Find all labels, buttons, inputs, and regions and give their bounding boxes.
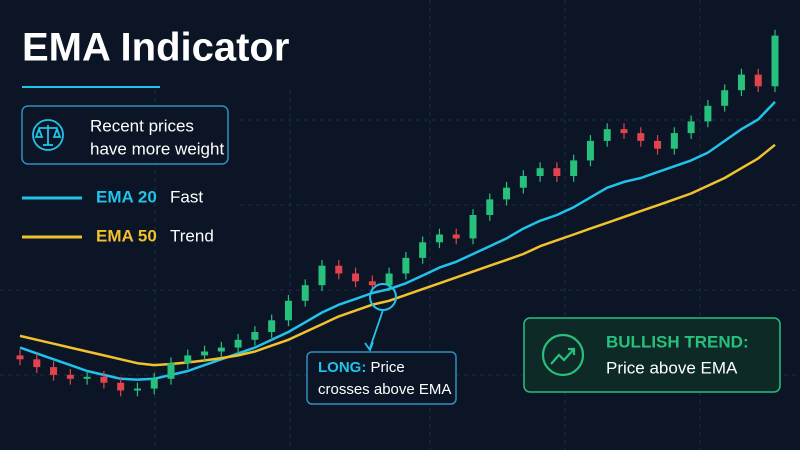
ema-line: [19, 101, 776, 381]
candle-body: [469, 215, 477, 239]
legend-label: Fast: [170, 187, 203, 206]
candle-body: [117, 382, 125, 391]
candle-body: [419, 242, 427, 258]
candle-body: [754, 74, 762, 87]
plot: [16, 29, 779, 397]
candle-body: [654, 140, 662, 149]
callout-text: have more weight: [90, 139, 224, 158]
candle-body: [435, 234, 443, 243]
legend-name: EMA 20: [96, 187, 157, 206]
candle-body: [50, 367, 58, 375]
callout-text: Recent prices: [90, 116, 194, 135]
candle-body: [737, 74, 745, 91]
candle-body: [184, 355, 192, 364]
candle-body: [771, 35, 779, 87]
chart-title: EMA Indicator: [22, 26, 289, 70]
candle-body: [201, 351, 209, 356]
annotation-arrowhead: [364, 341, 374, 352]
annotation-line: Price: [371, 359, 405, 376]
callout-box: [21, 105, 229, 165]
candle-body: [83, 376, 91, 379]
annotation-text: LONG: Price: [318, 359, 405, 376]
candle-body: [301, 285, 309, 301]
annotation-box: [306, 351, 457, 405]
candle-body: [284, 300, 292, 321]
candle-body: [335, 265, 343, 274]
trend-text: Price above EMA: [606, 358, 738, 377]
candle-body: [150, 378, 158, 389]
candle-body: [620, 129, 628, 134]
candle-body: [385, 273, 393, 286]
candle-body: [268, 320, 276, 332]
candle-body: [100, 376, 108, 383]
candle-body: [503, 187, 511, 200]
trend-head: BULLISH TREND:: [606, 332, 749, 351]
annotation-line: crosses above EMA: [318, 381, 451, 398]
trend-icon: [541, 333, 585, 377]
candle-body: [167, 363, 175, 379]
crossover-marker: [369, 283, 397, 311]
annotation-head: LONG:: [318, 359, 366, 376]
candle-body: [368, 281, 376, 286]
candle-body: [704, 105, 712, 122]
candle-body: [217, 347, 225, 352]
candle-body: [570, 160, 578, 176]
candle-body: [318, 265, 326, 286]
candle-body: [536, 168, 544, 176]
candle-body: [33, 359, 41, 368]
candle-body: [16, 355, 24, 360]
candle-body: [687, 121, 695, 134]
candle-body: [721, 90, 729, 106]
candle-body: [519, 176, 527, 188]
legend: EMA 20 Fast EMA 50 Trend: [22, 187, 214, 245]
candle-body: [66, 374, 74, 379]
scale-icon: [32, 119, 64, 151]
candle-body: [133, 388, 141, 391]
candle-body: [553, 168, 561, 176]
annotation-arrow: [369, 309, 384, 349]
legend-label: Trend: [170, 226, 214, 245]
candle-body: [486, 199, 494, 215]
candle-body: [586, 140, 594, 161]
trend-box: [523, 317, 781, 393]
candle-body: [637, 133, 645, 141]
candle-body: [670, 133, 678, 149]
ema-line: [19, 143, 776, 367]
candle-body: [452, 234, 460, 239]
candle-body: [251, 332, 259, 340]
candle-body: [234, 339, 242, 348]
candle-body: [352, 273, 360, 282]
candle-body: [402, 257, 410, 274]
candle-body: [603, 129, 611, 141]
legend-name: EMA 50: [96, 226, 157, 245]
